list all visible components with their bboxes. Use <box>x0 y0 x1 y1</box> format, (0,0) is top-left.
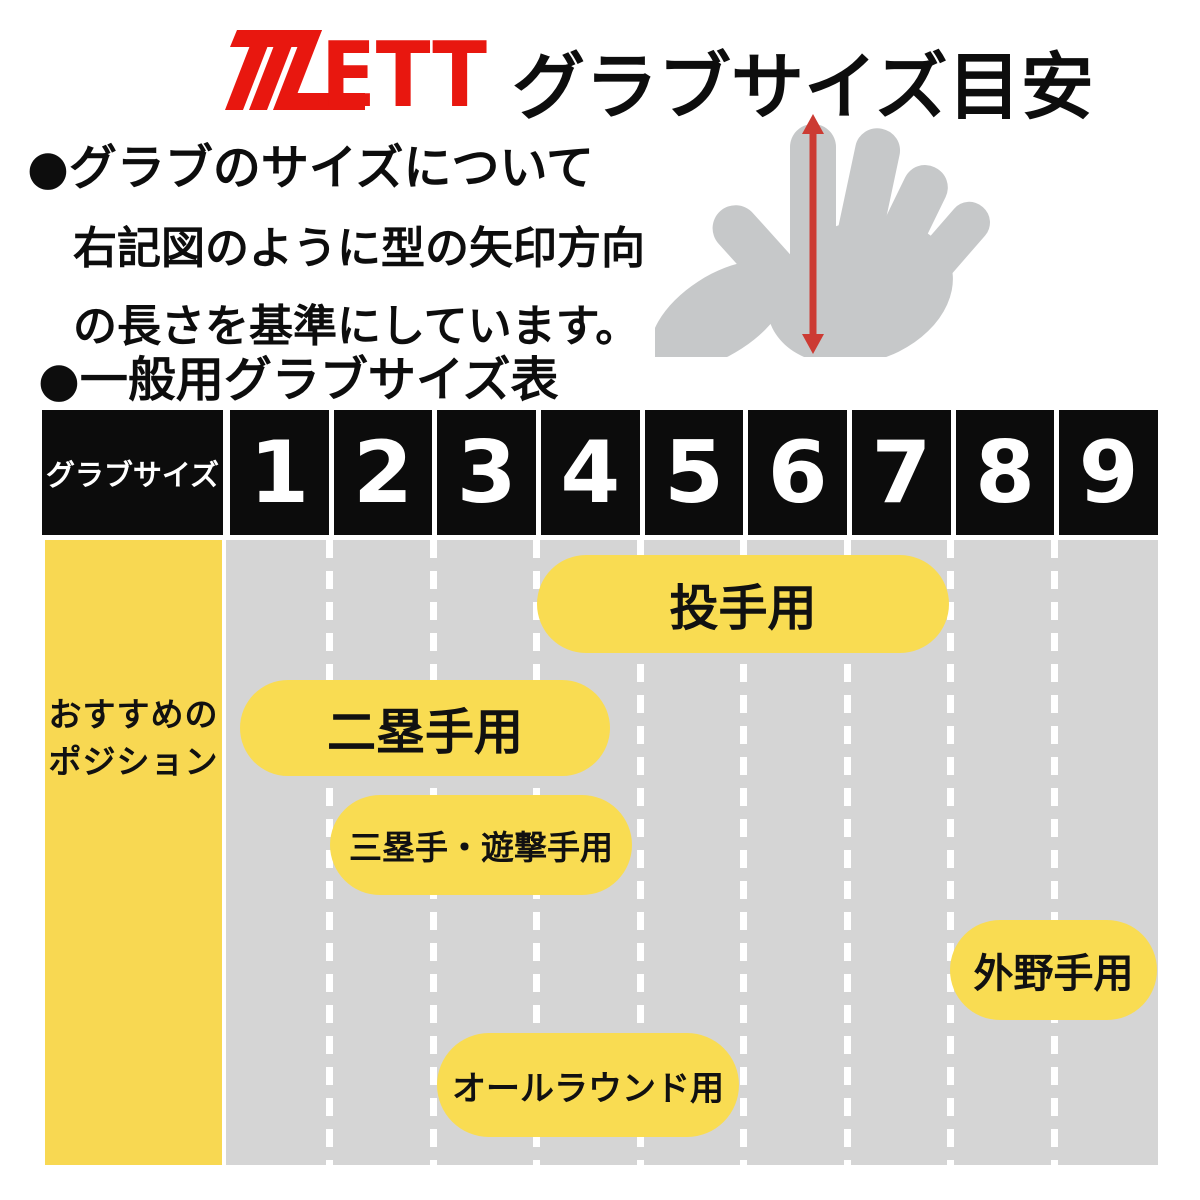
size-header-cell: 4 <box>541 410 640 535</box>
position-range-bubble: 三塁手・遊撃手用 <box>330 795 632 895</box>
position-range-bubble: 外野手用 <box>950 920 1157 1020</box>
column-divider <box>636 540 644 1165</box>
hand-measure-diagram <box>655 114 990 357</box>
about-line: 右記図のように型の矢印方向 <box>73 223 645 274</box>
size-header-cell: 7 <box>852 410 951 535</box>
size-header-cell: 6 <box>748 410 848 535</box>
zett-logo: ETT <box>225 30 487 110</box>
size-header-cell: 8 <box>955 410 1055 535</box>
table-corner-cell: グラブサイズ <box>42 410 223 535</box>
about-glove-size: ●グラブのサイズについて 右記図のように型の矢印方向 の長さを基準にしています。 <box>27 128 645 354</box>
size-header-cell: 2 <box>333 410 433 535</box>
page-title: グラブサイズ目安 <box>512 45 1094 130</box>
column-divider <box>326 540 334 1165</box>
row-label-column: おすすめの ポジション <box>45 540 222 1165</box>
size-header-cell: 1 <box>230 410 329 535</box>
logo-ett-text: ETT <box>321 30 487 110</box>
column-divider <box>740 540 748 1165</box>
column-divider <box>947 540 955 1165</box>
measure-arrow-icon <box>802 114 824 354</box>
size-header-cell: 9 <box>1059 410 1159 535</box>
position-range-bubble: オールラウンド用 <box>437 1033 739 1137</box>
position-range-bubble: 投手用 <box>537 555 949 653</box>
about-heading: ●グラブのサイズについて <box>27 140 595 196</box>
column-divider <box>1050 540 1058 1165</box>
row-label: おすすめの ポジション <box>48 695 219 781</box>
about-line: の長さを基準にしています。 <box>73 301 640 352</box>
size-header-cell: 3 <box>437 410 537 535</box>
column-divider <box>843 540 851 1165</box>
position-range-bubble: 二塁手用 <box>240 680 610 776</box>
size-header-cell: 5 <box>644 410 744 535</box>
table-section-heading: ●一般用グラブサイズ表 <box>38 352 559 408</box>
